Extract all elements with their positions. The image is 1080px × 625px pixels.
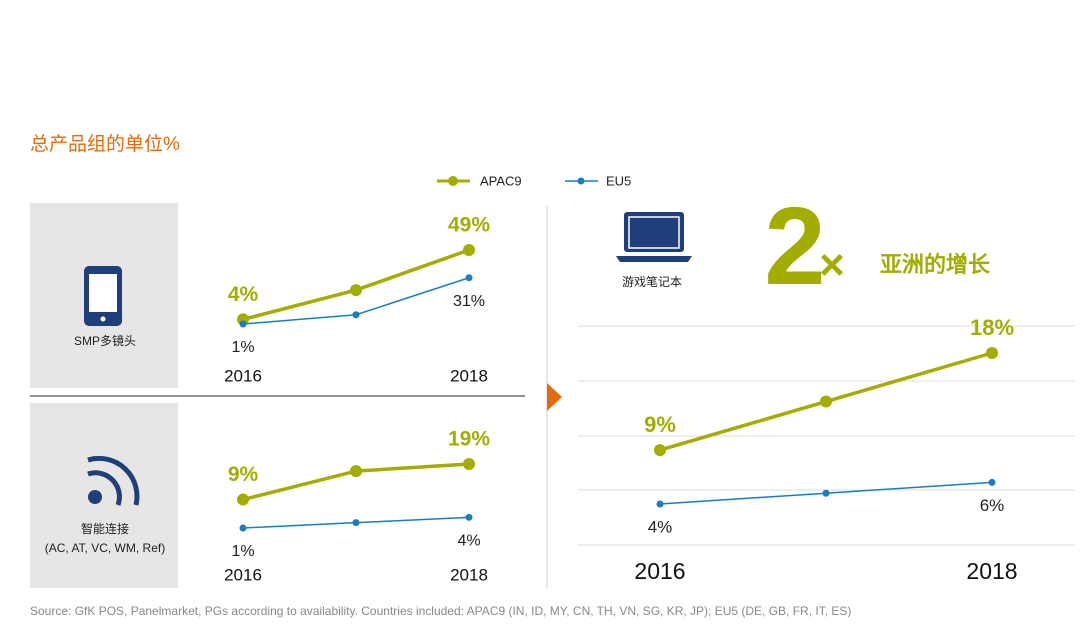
phone-button	[100, 316, 106, 322]
data-point	[237, 493, 249, 506]
data-point	[654, 444, 666, 457]
data-point	[986, 347, 998, 359]
value-label: 4%	[457, 533, 480, 550]
highlight-factor: 2	[764, 185, 825, 308]
panel-sublabel: (AC, AT, VC, WM, Ref)	[45, 541, 165, 555]
arrow	[547, 383, 562, 411]
legend-dot	[448, 176, 458, 186]
data-point	[352, 311, 360, 319]
legend-dot	[577, 177, 585, 185]
x-tick-label: 2018	[450, 565, 488, 584]
value-label: 9%	[644, 412, 676, 437]
x-tick-label: 2018	[966, 558, 1017, 584]
data-point	[352, 519, 360, 527]
panel-label: SMP多镜头	[74, 333, 136, 348]
value-label: 4%	[228, 283, 259, 306]
data-point	[463, 458, 475, 470]
grid	[578, 325, 1075, 546]
source: Source: GfK POS, Panelmarket, PGs accord…	[30, 604, 851, 618]
x-tick-label: 2018	[450, 366, 488, 385]
panel-label: 智能连接	[81, 521, 129, 536]
laptop-screen	[628, 216, 680, 249]
data-point	[463, 244, 475, 256]
value-label: 18%	[970, 315, 1014, 340]
wifi-icon	[87, 470, 122, 506]
data-point	[239, 320, 247, 328]
title: 总产品组的单位%	[30, 133, 180, 155]
wifi-icon	[88, 490, 102, 504]
icon-panel	[30, 403, 178, 588]
data-point	[988, 478, 996, 486]
x-tick-label: 2016	[224, 366, 262, 385]
value-label: 6%	[980, 496, 1005, 515]
data-point	[239, 524, 247, 532]
x-tick-label: 2016	[224, 565, 262, 584]
x-tick-label: 2016	[634, 558, 685, 584]
legend-label: EU5	[606, 173, 631, 188]
data-point	[350, 465, 362, 478]
laptop-base	[616, 256, 692, 262]
data-point	[465, 274, 473, 282]
wifi-icon	[87, 455, 140, 506]
data-point	[465, 513, 473, 521]
data-point	[656, 500, 664, 508]
highlight-times: ×	[819, 241, 845, 290]
panel-label: 游戏笔记本	[622, 274, 682, 289]
value-label: 49%	[448, 214, 490, 237]
highlight-text: 亚洲的增长	[880, 252, 991, 277]
data-point	[820, 395, 832, 408]
value-label: 1%	[231, 339, 254, 356]
phone-screen	[89, 274, 117, 312]
value-label: 4%	[648, 517, 673, 536]
value-label: 31%	[453, 293, 485, 310]
value-label: 9%	[228, 463, 259, 486]
legend-label: APAC9	[480, 173, 522, 188]
value-label: 19%	[448, 428, 490, 451]
data-point	[350, 284, 362, 297]
data-point	[822, 489, 830, 497]
value-label: 1%	[231, 543, 254, 560]
